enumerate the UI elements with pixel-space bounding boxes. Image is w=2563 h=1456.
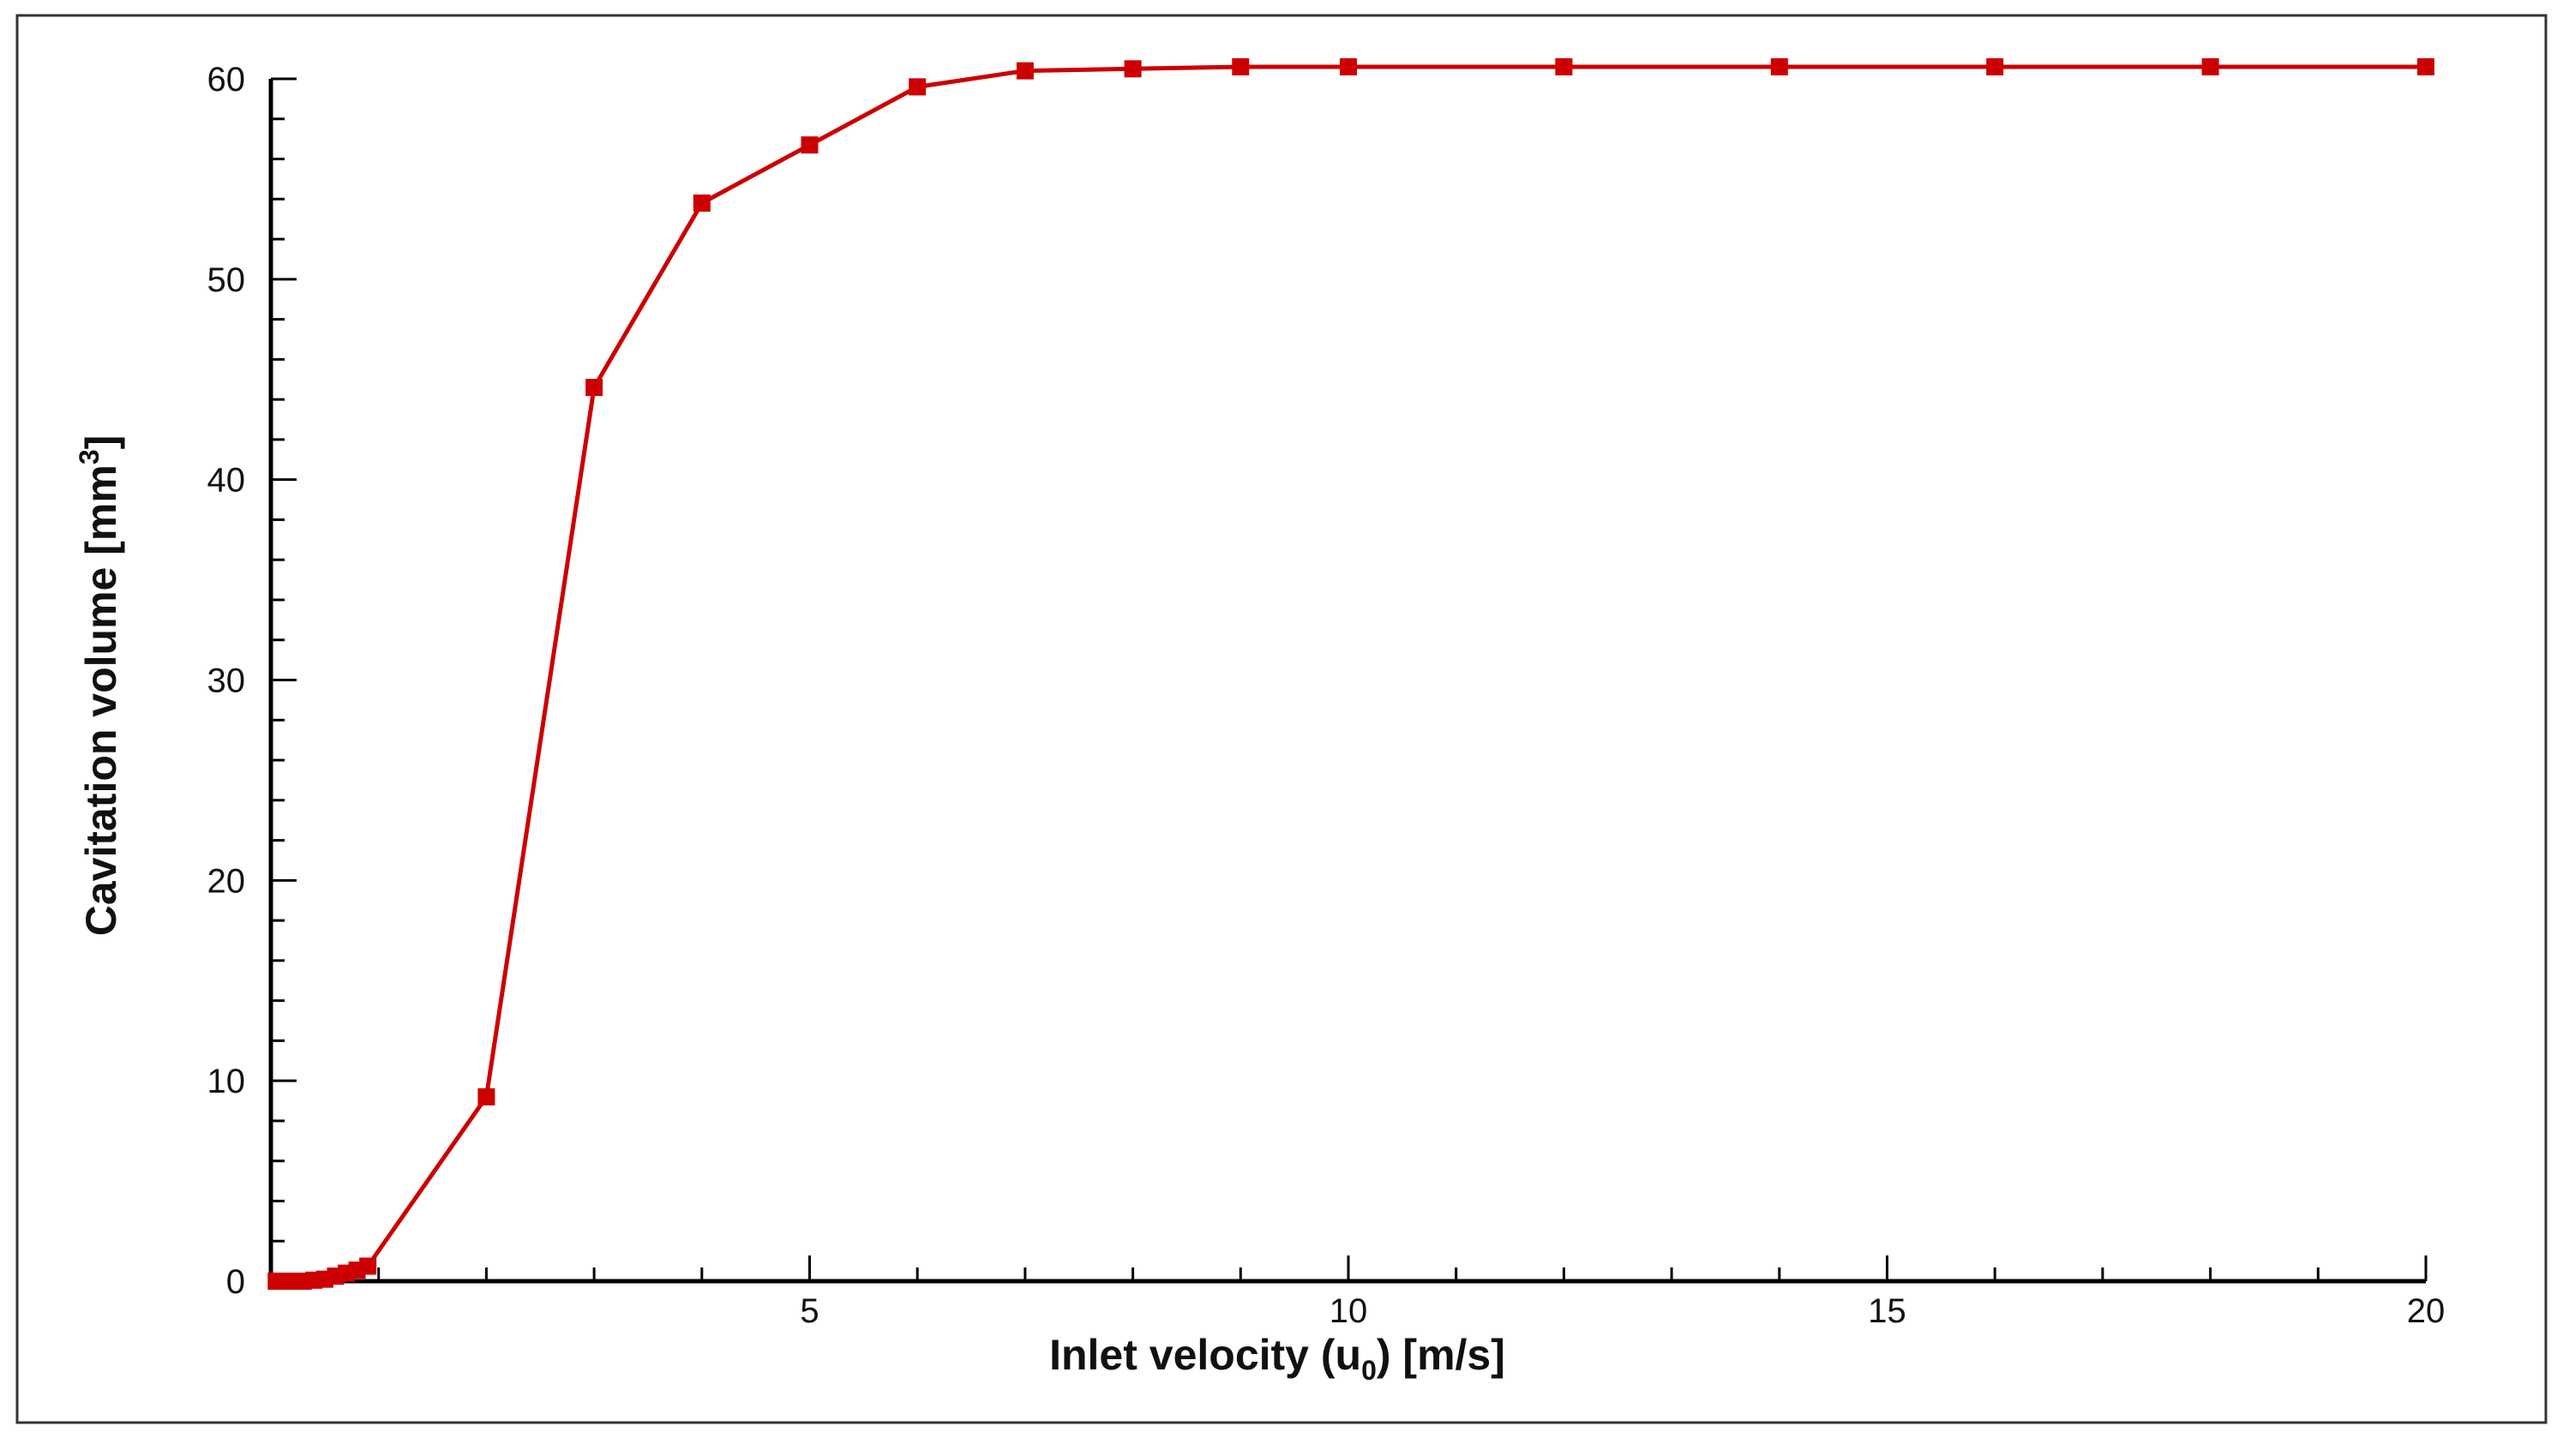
- y-axis-title: Cavitation volume [mm3]: [74, 435, 125, 937]
- data-point-marker: [2417, 57, 2434, 75]
- figure-border: [15, 14, 2548, 1424]
- data-point-marker: [477, 1088, 495, 1105]
- data-series: [267, 57, 2434, 1290]
- data-point-marker: [1124, 60, 1142, 78]
- data-point-marker: [693, 194, 711, 212]
- y-tick-label: 60: [207, 61, 246, 99]
- data-point-marker: [1340, 57, 1357, 75]
- x-axis-title: Inlet velocity (u0) [m/s]: [1049, 1331, 1505, 1386]
- y-tick-label: 30: [207, 662, 246, 700]
- y-tick-label: 10: [207, 1063, 246, 1100]
- data-point-marker: [1770, 57, 1788, 75]
- y-tick-label: 0: [226, 1263, 245, 1301]
- x-tick-label: 15: [1868, 1292, 1906, 1330]
- x-tick-label: 20: [2407, 1292, 2446, 1330]
- data-point-marker: [585, 379, 603, 397]
- y-tick-label: 40: [207, 462, 246, 500]
- data-point-marker: [359, 1257, 377, 1275]
- axis-tick-labels: 5 10 15 20 0 10 20 30 40 50 60: [207, 61, 2446, 1330]
- x-tick-label: 10: [1330, 1292, 1368, 1330]
- data-point-marker: [909, 78, 927, 96]
- data-point-marker: [1016, 62, 1034, 80]
- data-point-marker: [1232, 57, 1250, 75]
- y-tick-label: 20: [207, 862, 246, 900]
- y-tick-label: 50: [207, 261, 246, 299]
- x-tick-label: 5: [800, 1292, 819, 1330]
- data-point-marker: [2201, 57, 2219, 75]
- data-point-marker: [1986, 57, 2004, 75]
- data-point-marker: [801, 136, 819, 154]
- data-point-marker: [1555, 57, 1573, 75]
